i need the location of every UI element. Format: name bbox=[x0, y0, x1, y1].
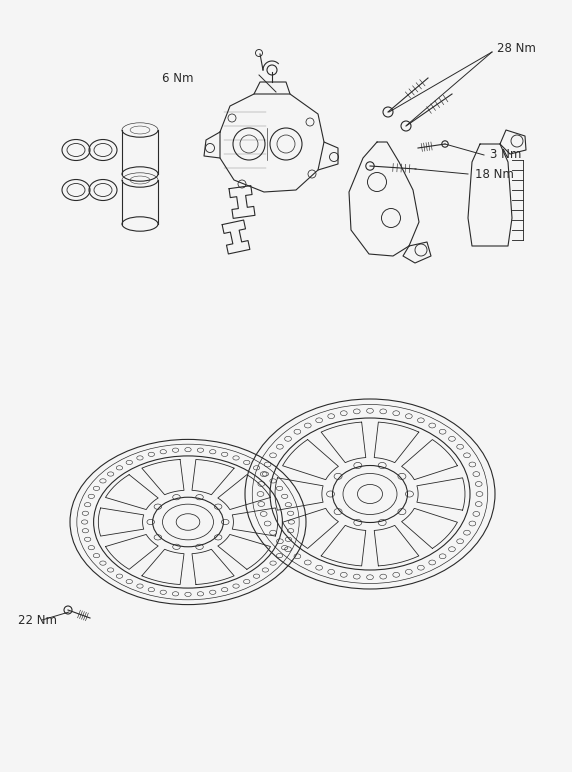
Text: 18 Nm: 18 Nm bbox=[475, 168, 514, 181]
Text: 6 Nm: 6 Nm bbox=[161, 73, 193, 86]
Text: 22 Nm: 22 Nm bbox=[18, 614, 57, 627]
Text: 3 Nm: 3 Nm bbox=[490, 148, 521, 161]
Text: 28 Nm: 28 Nm bbox=[497, 42, 536, 55]
